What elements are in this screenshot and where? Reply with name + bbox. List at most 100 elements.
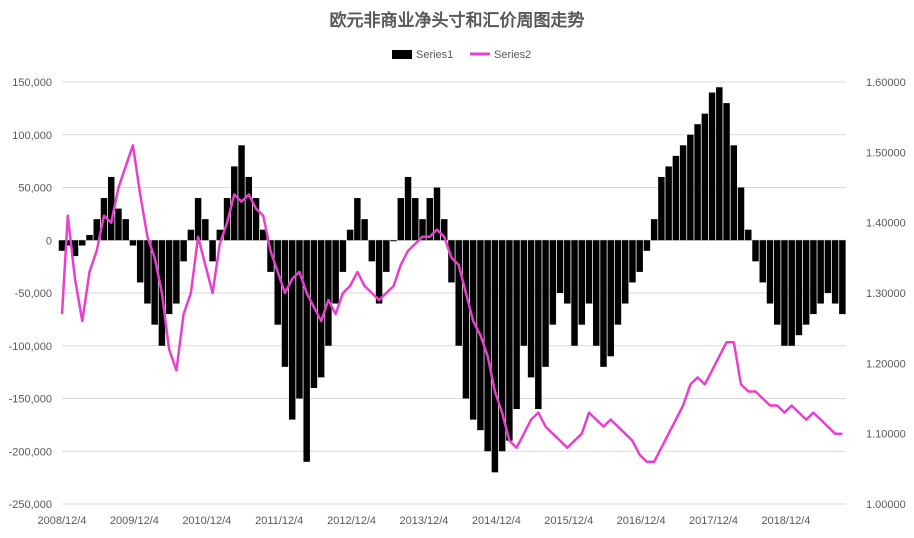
- y-left-tick-label: -200,000: [9, 446, 52, 458]
- series1-bar: [296, 240, 303, 399]
- x-tick-label: 2017/12/4: [689, 515, 738, 527]
- series1-bar: [766, 240, 774, 304]
- x-tick-label: 2018/12/4: [761, 515, 810, 527]
- series1-bar: [498, 240, 506, 452]
- y-right-tick-label: 1.00000: [866, 499, 906, 511]
- series1-bar: [245, 176, 253, 241]
- series1-bar: [564, 240, 571, 304]
- series1-bar: [64, 240, 72, 246]
- series1-bar: [607, 240, 614, 357]
- series1-bar: [426, 198, 433, 241]
- series1-bar: [310, 240, 318, 388]
- series1-bar: [759, 240, 766, 283]
- series1-bar: [332, 240, 339, 304]
- series1-bar: [317, 240, 325, 378]
- x-tick-label: 2016/12/4: [617, 515, 666, 527]
- chart-title: 欧元非商业净头寸和汇价周图走势: [330, 10, 585, 31]
- series1-bar: [216, 229, 224, 241]
- series1-bar: [202, 219, 209, 241]
- series1-bar: [636, 240, 643, 272]
- series1-bar: [737, 187, 745, 241]
- legend-label-series1: Series1: [416, 49, 453, 61]
- series1-bar: [593, 240, 600, 346]
- series1-bar: [679, 145, 687, 241]
- series1-bar: [687, 134, 694, 241]
- series1-bar: [448, 240, 455, 283]
- series1-bar: [650, 219, 658, 241]
- series1-bar: [708, 92, 716, 241]
- series1-bar: [303, 240, 310, 462]
- x-axis: 2008/12/4 2009/12/4 2010/12/4 2011/12/4 2012…: [38, 515, 811, 527]
- y-axis-left: 150,000 100,000 50,000 0 -50,000 -100,000 -150…: [9, 77, 52, 511]
- series1-bar: [788, 240, 795, 346]
- series1-bar: [397, 198, 405, 241]
- series1-bar: [440, 219, 448, 241]
- series1-bar: [129, 240, 137, 246]
- series1-bar: [361, 219, 368, 241]
- series1-bar: [701, 113, 709, 241]
- series1-bar: [231, 166, 238, 241]
- x-tick-label: 2009/12/4: [110, 515, 159, 527]
- series1-bar: [419, 219, 426, 241]
- series1-bar: [585, 240, 593, 304]
- series1-bar: [115, 208, 122, 241]
- y-left-tick-label: -50,000: [15, 288, 52, 300]
- series1-bar: [506, 240, 513, 441]
- series1-bar: [795, 240, 803, 336]
- series1-bar: [238, 145, 245, 241]
- x-tick-label: 2015/12/4: [544, 515, 593, 527]
- series1-bar: [390, 240, 397, 242]
- series1-bar: [209, 240, 216, 262]
- series1-bar: [571, 240, 578, 346]
- x-tick-label: 2010/12/4: [182, 515, 231, 527]
- series1-bar: [723, 103, 730, 241]
- series1-bar: [542, 240, 549, 367]
- x-tick-label: 2013/12/4: [399, 515, 448, 527]
- series1-bar: [658, 176, 665, 241]
- series1-bar: [122, 219, 129, 241]
- series1-bar: [629, 240, 636, 283]
- series1-bar: [58, 240, 66, 251]
- series1-bar: [831, 240, 839, 304]
- series1-bar: [93, 219, 100, 241]
- series1-bar: [404, 176, 412, 241]
- series1-bar: [643, 240, 651, 251]
- series1-bar: [752, 240, 759, 262]
- y-axis-right: 1.60000 1.50000 1.40000 1.30000 1.20000 1.100…: [866, 77, 906, 511]
- series1-bar: [745, 229, 752, 241]
- series1-bar: [79, 240, 86, 246]
- series1-bar: [730, 145, 738, 241]
- series1-bar: [144, 240, 151, 304]
- series1-bar: [614, 240, 622, 325]
- series1-bar: [86, 234, 93, 241]
- series1-bar: [513, 240, 520, 410]
- series1-bar: [252, 198, 260, 241]
- series1-bar: [375, 240, 383, 304]
- y-left-tick-label: -100,000: [9, 341, 52, 353]
- series1-bar: [187, 229, 195, 241]
- y-right-tick-label: 1.40000: [866, 218, 906, 230]
- series1-bar: [462, 240, 470, 399]
- series1-bar: [484, 240, 491, 452]
- series1-bar: [824, 240, 832, 293]
- series1-bar: [469, 240, 477, 420]
- series2-line-path: [60, 144, 843, 464]
- legend-label-series2: Series2: [494, 49, 531, 61]
- series1-bar: [71, 240, 79, 257]
- series1-bar: [288, 240, 296, 420]
- y-left-tick-label: 0: [46, 235, 52, 247]
- series1-bar: [621, 240, 629, 304]
- y-left-tick-label: -150,000: [9, 394, 52, 406]
- series1-bar: [839, 240, 846, 315]
- x-tick-label: 2012/12/4: [327, 515, 376, 527]
- legend-swatch-series1: [392, 50, 412, 59]
- series1-bar: [520, 240, 528, 346]
- x-tick-label: 2011/12/4: [255, 515, 303, 527]
- series1-bar: [354, 198, 361, 241]
- series1-bar: [802, 240, 810, 325]
- series1-bar: [281, 240, 289, 367]
- series1-bar: [535, 240, 542, 410]
- series1-bar: [260, 229, 267, 241]
- series1-bar: [810, 240, 817, 315]
